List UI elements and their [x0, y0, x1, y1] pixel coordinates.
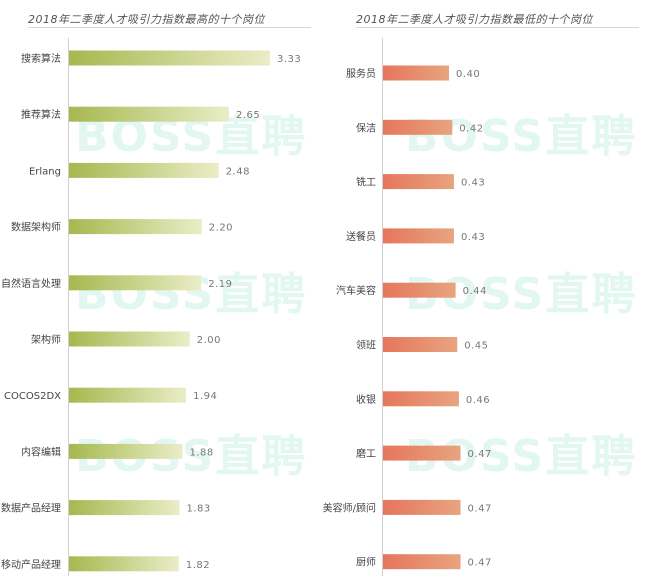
category-label: 美容师/顾问 — [323, 501, 376, 514]
bar — [69, 387, 187, 403]
bar — [69, 556, 179, 572]
category-label: COCOS2DX — [4, 391, 61, 402]
bar — [69, 162, 219, 178]
value-label: 2.19 — [208, 279, 232, 290]
value-label: 0.45 — [464, 341, 488, 352]
category-label: 架构师 — [31, 333, 61, 346]
title-divider — [28, 27, 311, 28]
category-label: 铣工 — [356, 176, 376, 189]
value-label: 2.65 — [236, 110, 260, 121]
value-label: 1.94 — [193, 391, 217, 402]
bar — [69, 106, 229, 122]
value-label: 0.43 — [461, 232, 485, 243]
bar — [69, 443, 183, 459]
y-axis-line — [68, 38, 69, 576]
category-label: 送餐员 — [346, 230, 376, 243]
value-label: 0.47 — [468, 503, 492, 514]
bar — [69, 50, 270, 66]
value-label: 0.46 — [466, 395, 490, 406]
category-label: 收银 — [356, 393, 376, 406]
value-label: 0.44 — [463, 286, 487, 297]
chart-title-highest: 2018年二季度人才吸引力指数最高的十个岗位 — [28, 13, 265, 26]
bar — [383, 337, 458, 352]
value-label: 3.33 — [277, 54, 301, 65]
bar — [383, 391, 459, 407]
bar — [69, 500, 180, 516]
chart-highest: 搜索算法 3.33 推荐算法 2.65 Erlang 2.48 数据架构师 2.20 自然语言处… — [1, 50, 301, 572]
value-label: 0.43 — [461, 178, 485, 189]
chart-lowest: 服务员 0.40 保洁 0.42 铣工 0.43 送餐员 0.43 汽车美容 0.44 领班 0.45… — [323, 65, 492, 570]
value-label: 1.83 — [186, 504, 210, 515]
bar — [383, 554, 461, 570]
bar — [383, 119, 453, 135]
bar — [69, 219, 202, 235]
category-label: 内容编辑 — [21, 445, 61, 458]
category-label: Erlang — [29, 166, 61, 177]
category-label: 数据产品经理 — [1, 502, 61, 515]
bar — [383, 445, 461, 461]
category-label: 移动产品经理 — [1, 558, 61, 571]
category-label: 汽车美容 — [336, 284, 376, 297]
chart-title-lowest: 2018年二季度人才吸引力指数最低的十个岗位 — [356, 13, 593, 26]
y-axis-line — [382, 38, 383, 576]
bar — [383, 174, 454, 190]
category-label: 磨工 — [356, 448, 376, 460]
category-label: 领班 — [356, 339, 376, 352]
bar — [383, 282, 456, 298]
bar — [383, 65, 449, 81]
category-label: 自然语言处理 — [1, 277, 61, 290]
bar — [383, 499, 461, 515]
category-label: 推荐算法 — [21, 108, 61, 121]
value-label: 0.40 — [456, 69, 480, 80]
value-label: 0.42 — [459, 123, 483, 134]
category-label: 保洁 — [356, 121, 376, 134]
value-label: 1.88 — [189, 447, 213, 458]
bar — [69, 275, 202, 291]
category-label: 搜索算法 — [21, 52, 61, 65]
value-label: 2.20 — [209, 223, 233, 234]
bar — [383, 228, 454, 244]
title-divider — [356, 27, 639, 28]
bar — [69, 331, 190, 347]
category-label: 服务员 — [346, 67, 376, 80]
value-label: 1.82 — [186, 560, 210, 571]
value-label: 2.48 — [226, 166, 250, 177]
value-label: 0.47 — [468, 449, 492, 460]
value-label: 2.00 — [197, 335, 221, 346]
value-label: 0.47 — [468, 558, 492, 569]
category-label: 厨师 — [356, 556, 376, 569]
category-label: 数据架构师 — [11, 221, 61, 234]
